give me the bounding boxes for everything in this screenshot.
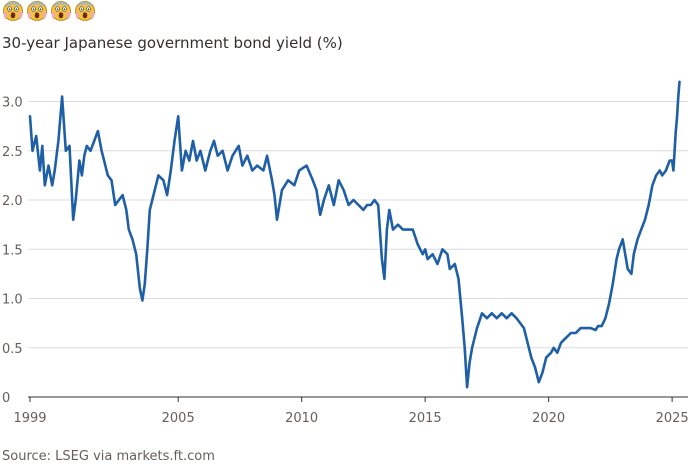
line-chart: 0 0.5 1.0 1.5 2.0 2.5 3.0 1999 2005 2010 2015 2020 2… xyxy=(2,80,689,426)
y-tick-label: 0.5 xyxy=(2,342,23,357)
series-line xyxy=(28,80,681,389)
chart-title: 30-year Japanese government bond yield (… xyxy=(2,34,343,52)
screaming-face-icon xyxy=(74,0,96,22)
source-note: Source: LSEG via markets.ft.com xyxy=(2,449,215,464)
screaming-face-icon xyxy=(2,0,24,22)
x-tick-label: 2010 xyxy=(285,411,318,426)
x-tick-label: 1999 xyxy=(13,411,46,426)
y-tick-label: 2.5 xyxy=(2,145,23,160)
emoji-row xyxy=(2,0,96,22)
y-tick-label: 2.0 xyxy=(2,194,23,209)
screaming-face-icon xyxy=(26,0,48,22)
y-tick-label: 1.0 xyxy=(2,293,23,308)
y-tick-label: 1.5 xyxy=(2,243,23,258)
screaming-face-icon xyxy=(50,0,72,22)
x-tick-label: 2020 xyxy=(532,411,565,426)
x-tick-label: 2015 xyxy=(409,411,442,426)
x-tick-label: 2005 xyxy=(162,411,195,426)
x-tick-label: 2025 xyxy=(656,411,689,426)
y-tick-label: 3.0 xyxy=(2,96,23,111)
y-tick-label: 0 xyxy=(2,391,10,406)
